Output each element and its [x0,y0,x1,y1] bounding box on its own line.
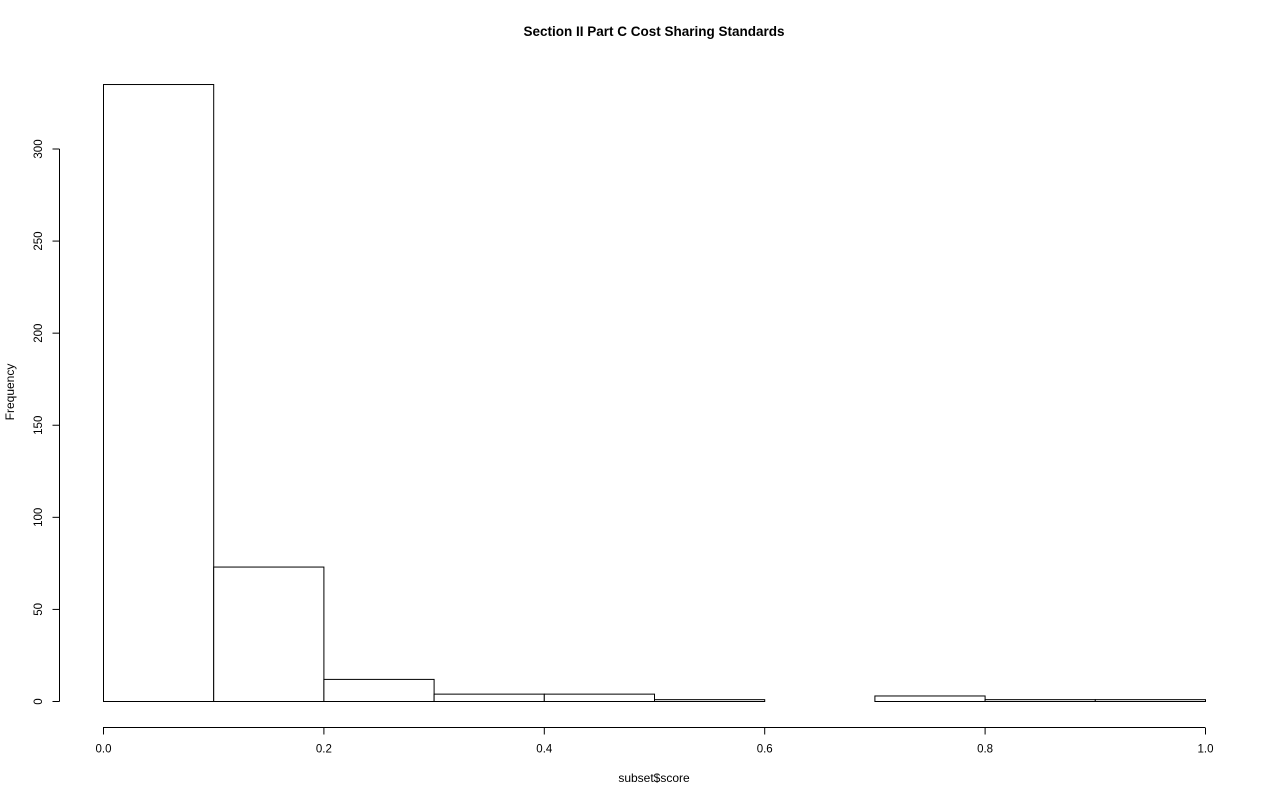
x-axis-label: subset$score [618,771,690,785]
histogram-bar-1 [213,566,325,703]
histogram-bar-4 [543,693,655,702]
y-tick-label: 100 [33,508,45,527]
y-axis: 0 50 100 150 200 250 300 [33,139,60,705]
x-tick-label: 0.2 [316,744,332,756]
histogram-bar-9 [1094,699,1207,703]
histogram-bar-0 [103,84,215,702]
x-tick-label: 0.4 [536,744,553,756]
x-tick-label: 0.8 [977,744,993,756]
y-tick-label: 300 [33,139,45,158]
histogram-bar-3 [433,693,545,702]
y-axis-label: Frequency [3,364,17,421]
y-tick-label: 250 [33,231,45,250]
y-tick-label: 200 [33,324,45,343]
bars-group [103,84,1207,703]
y-tick-label: 50 [33,603,45,616]
histogram-bar-8 [984,699,1096,703]
x-axis: 0.0 0.2 0.4 0.6 0.8 1.0 [96,727,1214,756]
y-tick-label: 0 [33,698,45,704]
histogram-bar-2 [323,678,435,702]
y-tick-label: 150 [33,416,45,435]
x-tick-label: 0.6 [757,744,773,756]
histogram-bar-5 [654,699,766,703]
chart-title: Section II Part C Cost Sharing Standards [523,24,784,39]
histogram-bar-7 [874,695,986,703]
x-tick-label: 0.0 [96,744,112,756]
x-tick-label: 1.0 [1198,744,1214,756]
